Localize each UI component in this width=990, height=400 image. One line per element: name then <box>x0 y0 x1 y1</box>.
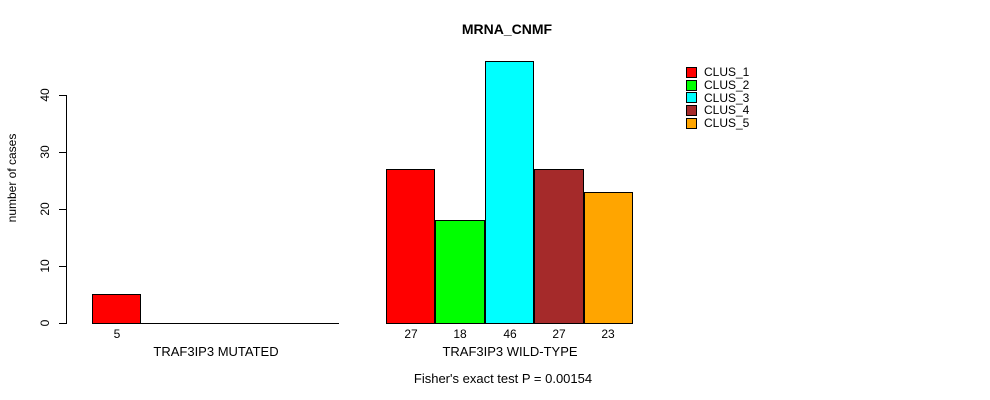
y-tick <box>59 209 66 210</box>
chart-title: MRNA_CNMF <box>461 21 553 37</box>
legend-swatch-CLUS_3 <box>686 92 697 104</box>
y-tick <box>59 323 66 324</box>
x-baseline <box>92 323 339 324</box>
legend-label: CLUS_5 <box>704 116 750 131</box>
y-tick-label: 30 <box>38 145 52 159</box>
bar-value-label: 27 <box>552 327 566 341</box>
legend-label: CLUS_1 <box>704 65 750 80</box>
legend-swatch-CLUS_1 <box>686 66 697 78</box>
y-tick <box>59 266 66 267</box>
y-tick-label: 40 <box>38 88 52 102</box>
bar-value-label: 5 <box>113 327 121 341</box>
y-axis-line <box>66 95 67 324</box>
y-tick-label: 0 <box>38 319 52 327</box>
bar-value-label: 27 <box>404 327 418 341</box>
bar-CLUS_3 <box>485 61 534 324</box>
bar-CLUS_1 <box>92 294 141 324</box>
y-tick-label: 20 <box>38 202 52 216</box>
legend-label: CLUS_3 <box>704 90 750 105</box>
bar-CLUS_4 <box>534 169 584 324</box>
bar-value-label: 23 <box>601 327 615 341</box>
y-tick <box>59 152 66 153</box>
legend-swatch-CLUS_2 <box>686 79 697 91</box>
y-tick-label: 10 <box>38 259 52 273</box>
bar-CLUS_5 <box>584 192 633 324</box>
bar-CLUS_2 <box>435 220 485 324</box>
legend-swatch-CLUS_5 <box>686 117 697 129</box>
legend: CLUS_1 CLUS_2 CLUS_3 CLUS_4 CLUS_5 <box>686 66 749 129</box>
bar-CLUS_1 <box>386 169 435 324</box>
group-label: TRAF3IP3 MUTATED <box>153 344 279 359</box>
fisher-test-note: Fisher's exact test P = 0.00154 <box>413 371 593 386</box>
group-label: TRAF3IP3 WILD-TYPE <box>442 344 578 359</box>
legend-item-CLUS_1: CLUS_1 <box>686 66 749 79</box>
bar-value-label: 18 <box>453 327 467 341</box>
legend-item-CLUS_2: CLUS_2 <box>686 79 749 92</box>
legend-item-CLUS_4: CLUS_4 <box>686 104 749 117</box>
legend-item-CLUS_3: CLUS_3 <box>686 91 749 104</box>
y-tick <box>59 95 66 96</box>
legend-swatch-CLUS_4 <box>686 104 697 116</box>
bar-value-label: 46 <box>503 327 517 341</box>
legend-label: CLUS_2 <box>704 78 750 93</box>
legend-item-CLUS_5: CLUS_5 <box>686 117 749 130</box>
legend-label: CLUS_4 <box>704 103 750 118</box>
